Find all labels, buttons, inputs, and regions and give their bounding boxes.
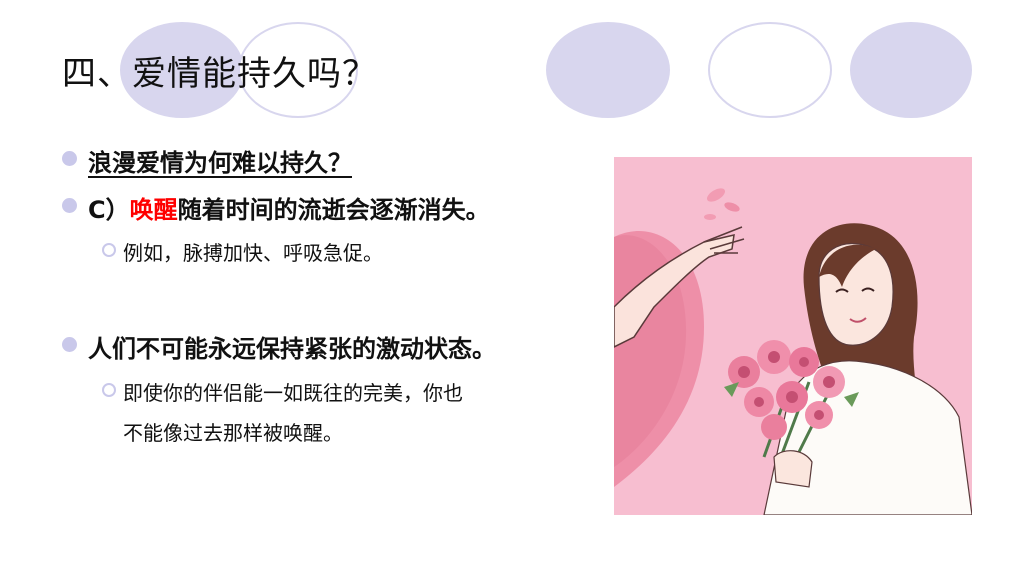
sub-bullet-dot xyxy=(102,243,116,257)
decor-ellipse-filled-1 xyxy=(120,22,244,118)
decor-ellipse-outline-1 xyxy=(238,22,358,118)
bullet-arousal: 人们不可能永远保持紧张的激动状态。 xyxy=(88,335,496,363)
bullet-c: C）唤醒随着时间的流逝会逐渐消失。 xyxy=(88,190,490,225)
sub-bullet-line2: 不能像过去那样被唤醒。 xyxy=(123,421,343,445)
bullet-question: 浪漫爱情为何难以持久？ xyxy=(88,149,352,177)
bullet-dot xyxy=(62,337,77,352)
sub-bullet-line1: 即使你的伴侣能一如既往的完美，你也 xyxy=(123,381,463,405)
sub-bullet-example: 例如，脉搏加快、呼吸急促。 xyxy=(123,241,383,265)
decor-ellipse-outline-2 xyxy=(708,22,832,118)
bullet-dot xyxy=(62,151,77,166)
bullet-c-rest: 随着时间的流逝会逐渐消失。 xyxy=(177,196,490,224)
bullet-c-highlight: 唤醒 xyxy=(129,196,178,224)
decor-ellipse-filled-3 xyxy=(850,22,972,118)
decor-ellipse-filled-2 xyxy=(546,22,670,118)
sub-bullet-dot xyxy=(102,383,116,397)
slide-title: 四、爱情能持久吗？ xyxy=(62,54,377,94)
bullet-dot xyxy=(62,198,77,213)
bullet-c-prefix: C） xyxy=(88,196,130,224)
woman-with-flowers-illustration xyxy=(614,157,972,515)
